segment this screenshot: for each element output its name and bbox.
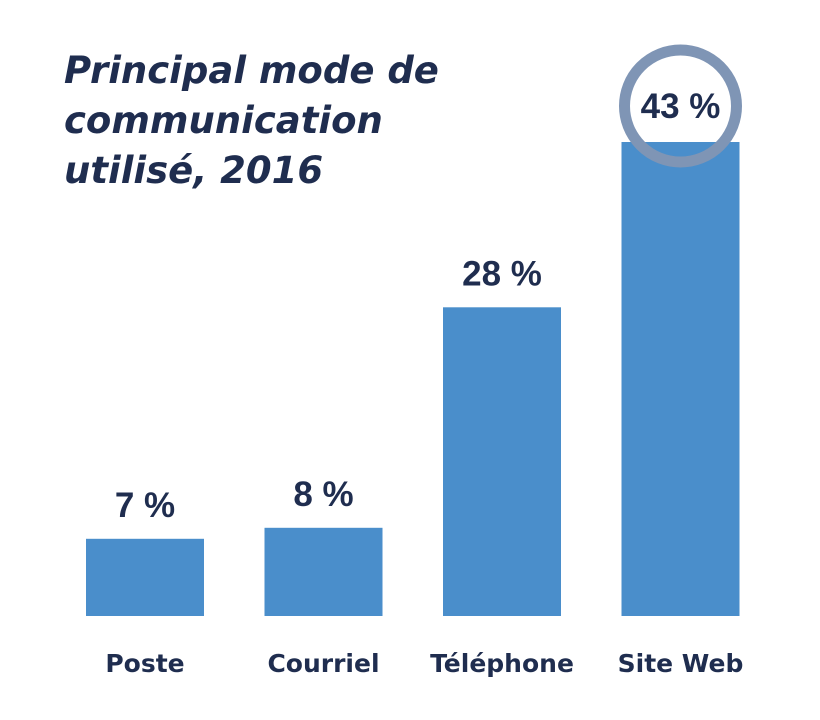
chart-title-line-1: Principal mode de (64, 49, 439, 92)
chart-title: Principal mode de communication utilisé,… (64, 49, 452, 192)
chart-title-line-3: utilisé, 2016 (64, 149, 323, 192)
chart-title-line-2: communication (64, 99, 383, 142)
category-label-poste: Poste (105, 649, 184, 678)
value-label-courriel: 8 % (293, 475, 353, 514)
value-label-telephone: 28 % (462, 254, 542, 293)
category-labels-group: Poste Courriel Téléphone Site Web (105, 649, 743, 678)
value-labels-group: 7 % 8 % 28 % 43 % (115, 44, 742, 525)
bar-poste (86, 538, 204, 616)
highlight-ring (619, 44, 742, 168)
value-label-site-web: 43 % (641, 87, 721, 126)
bar-telephone (443, 307, 561, 616)
value-label-poste: 7 % (115, 486, 175, 525)
category-label-telephone: Téléphone (430, 649, 574, 678)
category-label-courriel: Courriel (267, 649, 379, 678)
bars-group (86, 142, 740, 616)
bar-site-web (621, 142, 740, 616)
bar-courriel (264, 527, 383, 616)
category-label-site-web: Site Web (618, 649, 744, 678)
